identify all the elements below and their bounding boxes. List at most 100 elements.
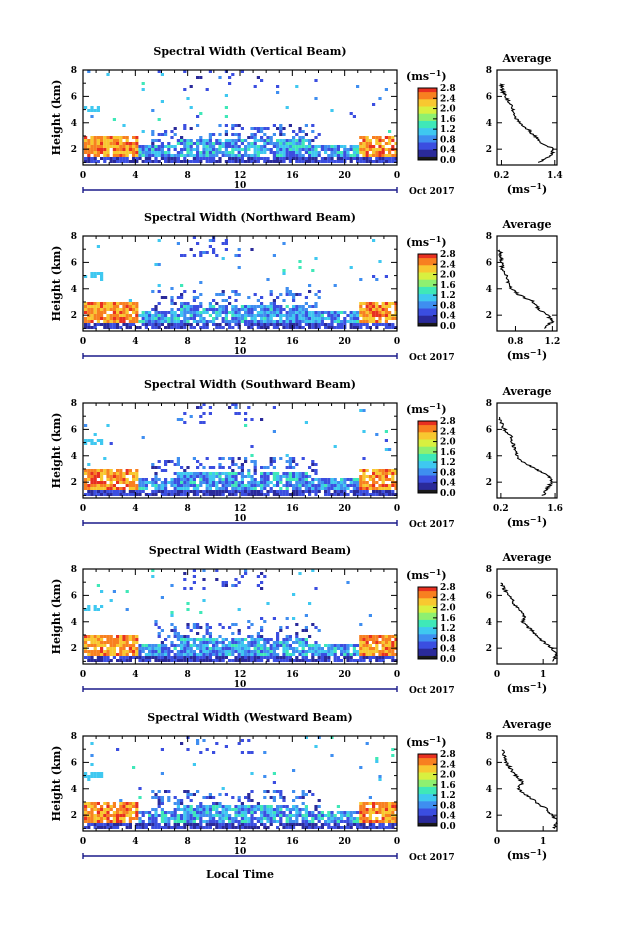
- heatmap-cell: [253, 305, 257, 308]
- heatmap-cell: [269, 302, 273, 305]
- heatmap-cell: [180, 305, 184, 308]
- heatmap-cell: [112, 650, 116, 653]
- heatmap-cell: [167, 317, 171, 320]
- heatmap-cell: [295, 481, 299, 484]
- heatmap-cell: [362, 653, 366, 656]
- heatmap-cell: [160, 296, 164, 299]
- heatmap-cell: [260, 484, 264, 487]
- heatmap-cell: [378, 641, 382, 644]
- heatmap-cell: [266, 490, 270, 493]
- heatmap-cell: [208, 70, 212, 73]
- heatmap-cell: [157, 484, 161, 487]
- heatmap-cell: [362, 157, 366, 160]
- heatmap-cell: [186, 805, 190, 808]
- heatmap-cell: [176, 418, 180, 421]
- heatmap-cell: [263, 656, 267, 659]
- heatmap-cell: [388, 814, 392, 817]
- heatmap-cell: [109, 478, 113, 481]
- heatmap-cell: [356, 314, 360, 317]
- heatmap-cell: [250, 484, 254, 487]
- heatmap-cell: [266, 320, 270, 323]
- heatmap-cell: [205, 820, 209, 823]
- heatmap-cell: [346, 148, 350, 151]
- heatmap-cell: [240, 739, 244, 742]
- heatmap-cell: [381, 808, 385, 811]
- heatmap-cell: [144, 644, 148, 647]
- heatmap-cell: [202, 811, 206, 814]
- heatmap-cell: [196, 466, 200, 469]
- heatmap-cell: [282, 475, 286, 478]
- colorbar-cell: [418, 151, 437, 154]
- heatmap-cell: [192, 820, 196, 823]
- colorbar-cell: [418, 264, 437, 268]
- heatmap-cell: [234, 808, 238, 811]
- heatmap-cell: [269, 457, 273, 460]
- heatmap-cell: [304, 148, 308, 151]
- heatmap-cell: [333, 653, 337, 656]
- heatmap-cell: [292, 769, 296, 772]
- heatmap-cell: [93, 659, 97, 662]
- heatmap-cell: [160, 151, 164, 154]
- heatmap-cell: [93, 817, 97, 820]
- heatmap-cell: [186, 641, 190, 644]
- heatmap-cell: [381, 160, 385, 163]
- heatmap-cell: [228, 323, 232, 326]
- heatmap-cell: [138, 487, 142, 490]
- heatmap-cell: [215, 647, 219, 650]
- colorbar-cell: [418, 421, 437, 424]
- heatmap-cell: [199, 826, 203, 829]
- heatmap-cell: [231, 133, 235, 136]
- heatmap-cell: [135, 814, 139, 817]
- heatmap-cell: [391, 659, 395, 662]
- heatmap-cell: [173, 154, 177, 157]
- heatmap-cell: [199, 659, 203, 662]
- heatmap-cell: [196, 115, 200, 118]
- heatmap-cell: [96, 802, 100, 805]
- heatmap-cell: [247, 323, 251, 326]
- heatmap-cell: [391, 653, 395, 656]
- heatmap-cell: [208, 314, 212, 317]
- heatmap-cell: [208, 136, 212, 139]
- heatmap-cell: [301, 478, 305, 481]
- heatmap-cell: [189, 650, 193, 653]
- heatmap-cell: [263, 314, 267, 317]
- heatmap-cell: [247, 650, 251, 653]
- heatmap-cell: [141, 811, 145, 814]
- heatmap-cell: [378, 320, 382, 323]
- heatmap-cell: [164, 490, 168, 493]
- heatmap-cell: [128, 145, 132, 148]
- heatmap-cell: [186, 623, 190, 626]
- heatmap-cell: [231, 139, 235, 142]
- heatmap-cell: [93, 605, 97, 608]
- heatmap-cell: [148, 650, 152, 653]
- heatmap-cell: [234, 160, 238, 163]
- y-tick-label: 2: [71, 311, 77, 321]
- heatmap-cell: [304, 145, 308, 148]
- heatmap-cell: [164, 820, 168, 823]
- heatmap-cell: [346, 653, 350, 656]
- heatmap-cell: [87, 817, 91, 820]
- heatmap-cell: [151, 160, 155, 163]
- heatmap-cell: [362, 139, 366, 142]
- heatmap-cell: [266, 805, 270, 808]
- heatmap-cell: [164, 817, 168, 820]
- heatmap-cell: [183, 154, 187, 157]
- heatmap-cell: [112, 302, 116, 305]
- heatmap-cell: [199, 326, 203, 329]
- heatmap-cell: [336, 490, 340, 493]
- heatmap-cell: [192, 142, 196, 145]
- heatmap-cell: [260, 314, 264, 317]
- heatmap-cell: [208, 133, 212, 136]
- heatmap-cell: [368, 478, 372, 481]
- heatmap-cell: [144, 151, 148, 154]
- heatmap-cell: [250, 445, 254, 448]
- heatmap-cell: [132, 647, 136, 650]
- heatmap-cell: [170, 302, 174, 305]
- heatmap-cell: [125, 659, 129, 662]
- heatmap-cell: [295, 805, 299, 808]
- heatmap-cell: [224, 793, 228, 796]
- heatmap-cell: [375, 808, 379, 811]
- heatmap-cell: [173, 314, 177, 317]
- heatmap-cell: [340, 320, 344, 323]
- heatmap-cell: [84, 802, 88, 805]
